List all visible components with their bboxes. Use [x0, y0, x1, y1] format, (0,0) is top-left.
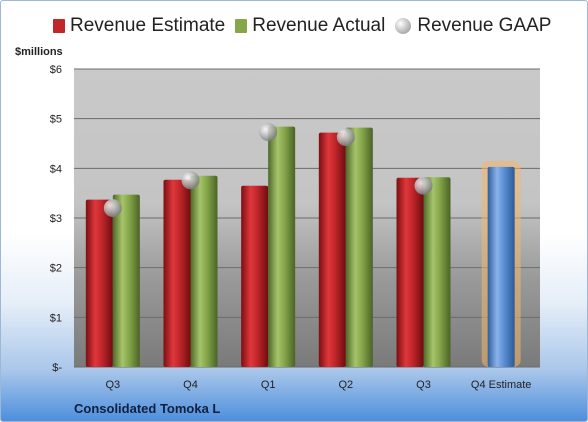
- bar-q4-estimate: [487, 166, 515, 367]
- y-tick-label: $6: [50, 64, 62, 76]
- marker-revenue-gaap: [181, 171, 200, 190]
- marker-revenue-gaap: [336, 128, 355, 147]
- chart-legend: Revenue Estimate Revenue Actual Revenue …: [53, 15, 561, 37]
- bar-revenue-estimate: [318, 132, 346, 367]
- legend-label-revenue-gaap: Revenue GAAP: [417, 15, 552, 36]
- marker-revenue-gaap: [414, 176, 433, 195]
- bar-revenue-estimate: [163, 179, 191, 367]
- bar-revenue-estimate: [85, 199, 113, 367]
- legend-marker-revenue-gaap: [395, 18, 412, 34]
- legend-swatch-revenue-actual: [235, 19, 248, 33]
- y-tick-label: $-: [52, 362, 62, 374]
- bar-revenue-estimate: [241, 185, 269, 367]
- bar-revenue-actual: [345, 127, 373, 368]
- y-tick-label: $4: [50, 163, 62, 175]
- legend-item-revenue-gaap: Revenue GAAP: [395, 15, 551, 37]
- bar-revenue-actual: [423, 177, 451, 367]
- company-name: Consolidated Tomoka L: [74, 401, 221, 416]
- y-tick-label: $3: [50, 213, 62, 225]
- marker-revenue-gaap: [103, 199, 122, 218]
- y-units-label: $millions: [15, 46, 63, 58]
- bar-revenue-actual: [190, 175, 218, 367]
- legend-item-revenue-estimate: Revenue Estimate: [53, 15, 225, 37]
- x-tick-label: Q1: [261, 379, 276, 391]
- bar-revenue-estimate: [396, 177, 424, 367]
- grid-lines: [74, 68, 540, 368]
- bar-revenue-actual: [268, 126, 296, 367]
- legend-label-revenue-estimate: Revenue Estimate: [70, 15, 226, 36]
- x-axis-ticks: Q3 Q4 Q1 Q2 Q3 Q4 Estimate: [105, 379, 531, 391]
- y-tick-label: $5: [50, 114, 62, 126]
- y-tick-label: $1: [50, 312, 62, 324]
- bar-series: [85, 123, 521, 368]
- x-tick-label: Q3: [105, 379, 120, 391]
- y-tick-label: $2: [50, 263, 62, 275]
- legend-swatch-revenue-estimate: [53, 19, 65, 33]
- x-tick-label: Q4: [183, 379, 198, 391]
- legend-label-revenue-actual: Revenue Actual: [252, 15, 386, 36]
- x-tick-label: Q2: [338, 379, 353, 391]
- x-tick-label: Q3: [416, 379, 431, 391]
- marker-revenue-gaap: [259, 123, 278, 142]
- y-axis-ticks: $- $1 $2 $3 $4 $5 $6: [50, 64, 63, 374]
- x-tick-label: Q4 Estimate: [471, 379, 532, 391]
- bar-revenue-actual: [112, 194, 140, 367]
- legend-item-revenue-actual: Revenue Actual: [235, 15, 385, 37]
